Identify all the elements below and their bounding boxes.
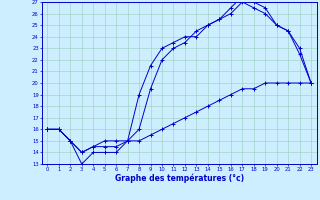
X-axis label: Graphe des températures (°c): Graphe des températures (°c) xyxy=(115,173,244,183)
